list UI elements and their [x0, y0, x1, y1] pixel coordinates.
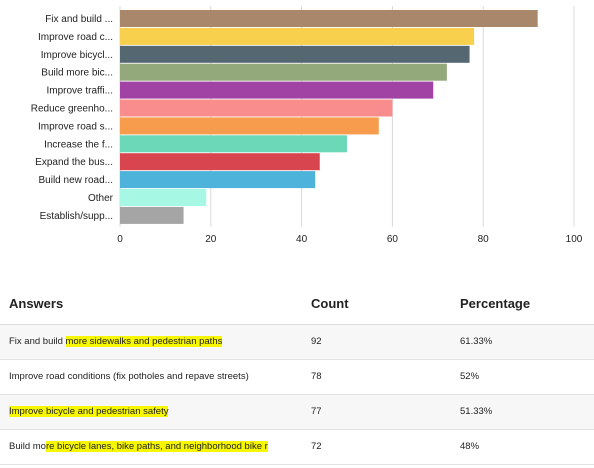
- answer-cell: Improve road conditions (fix potholes an…: [9, 371, 293, 382]
- x-tick-label: 20: [205, 234, 217, 245]
- bar: [120, 189, 207, 206]
- bar: [120, 99, 393, 117]
- category-label: Build new road...: [39, 175, 114, 186]
- highlighted-text: more sidewalks and pedestrian paths: [65, 336, 223, 347]
- bar: [120, 206, 184, 224]
- category-label: Other: [88, 193, 114, 204]
- table-row: Improve road conditions (fix potholes an…: [0, 360, 594, 395]
- x-tick-label: 80: [478, 234, 490, 245]
- bars: [120, 10, 538, 224]
- category-label: Reduce greenho...: [31, 104, 113, 115]
- percentage-cell: 48%: [460, 441, 480, 452]
- answer-cell: Improve bicycle and pedestrian safety: [9, 406, 293, 417]
- bar: [120, 81, 434, 99]
- x-tick-label: 40: [296, 234, 308, 245]
- category-label: Improve road s...: [38, 121, 113, 132]
- table-header: Answers Count Percentage: [0, 284, 594, 325]
- category-label: Fix and build ...: [45, 14, 113, 25]
- category-labels: Fix and build ... Improve road c... Improv…: [31, 14, 114, 222]
- bar: [120, 27, 475, 45]
- answer-text: Fix and build: [9, 336, 66, 347]
- percentage-cell: 52%: [460, 371, 480, 382]
- table-row: Improve bicycle and pedestrian safety 77…: [0, 395, 594, 430]
- answers-table: Answers Count Percentage Fix and build m…: [0, 284, 594, 465]
- bar: [120, 63, 447, 81]
- bar: [120, 153, 320, 171]
- x-tick-label: 0: [117, 234, 123, 245]
- highlighted-text: re bicycle lanes, bike paths, and neighb…: [45, 441, 268, 452]
- answers-header: Answers: [9, 296, 64, 311]
- x-tick-label: 60: [387, 234, 399, 245]
- count-header: Count: [311, 296, 349, 311]
- bar-chart: Fix and build ... Improve road c... Improv…: [31, 6, 583, 245]
- bar: [120, 10, 538, 27]
- category-label: Expand the bus...: [35, 157, 113, 168]
- answer-cell: Build more bicycle lanes, bike paths, an…: [9, 441, 293, 452]
- category-label: Increase the f...: [44, 139, 113, 150]
- answer-text: Build mo: [9, 441, 46, 452]
- bar: [120, 117, 379, 135]
- x-tick-label: 100: [566, 234, 583, 245]
- answer-cell: Fix and build more sidewalks and pedestr…: [9, 336, 293, 347]
- count-cell: 72: [311, 441, 322, 452]
- percentage-cell: 51.33%: [460, 406, 493, 417]
- x-axis-ticks: 0 20 40 60 80 100: [117, 234, 583, 245]
- bar: [120, 45, 470, 63]
- bar: [120, 171, 316, 189]
- category-label: Improve road c...: [38, 32, 113, 43]
- percentage-cell: 61.33%: [460, 336, 493, 347]
- category-label: Establish/supp...: [40, 211, 113, 222]
- count-cell: 92: [311, 336, 322, 347]
- bar: [120, 135, 347, 153]
- percentage-header: Percentage: [460, 296, 531, 311]
- category-label: Improve traffi...: [46, 86, 113, 97]
- table-row: Build more bicycle lanes, bike paths, an…: [0, 430, 594, 465]
- count-cell: 77: [311, 406, 322, 417]
- category-label: Build more bic...: [41, 68, 113, 79]
- category-label: Improve bicycl...: [41, 50, 113, 61]
- answer-text: Improve road conditions (fix potholes an…: [9, 371, 249, 382]
- highlighted-text: Improve bicycle and pedestrian safety: [9, 406, 169, 417]
- count-cell: 78: [311, 371, 322, 382]
- table-row: Fix and build more sidewalks and pedestr…: [0, 325, 594, 360]
